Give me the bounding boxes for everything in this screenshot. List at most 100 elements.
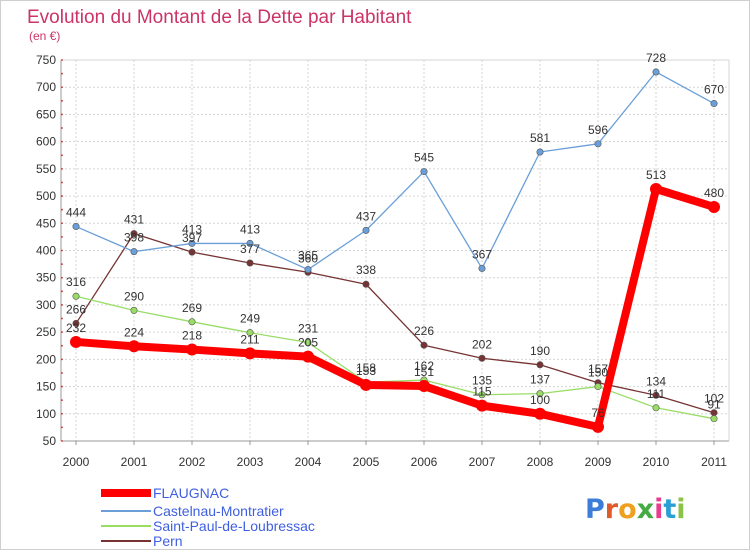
data-label: 162 [414, 359, 434, 373]
y-tick-label: 350 [36, 271, 56, 285]
legend: FLAUGNAC Castelnau-MontratierSaint-Paul-d… [101, 485, 315, 549]
data-label: 266 [66, 302, 86, 316]
y-minor-tick [61, 181, 63, 184]
data-label: 102 [704, 392, 724, 406]
grid-lines [61, 59, 729, 442]
data-label: 437 [356, 209, 376, 223]
data-point [72, 319, 80, 327]
data-point [534, 407, 546, 420]
data-label: 135 [472, 374, 492, 388]
legend-entry: Saint-Paul-de-Loubressac [153, 518, 315, 534]
y-minor-tick [61, 154, 63, 157]
data-label: 728 [646, 51, 666, 65]
y-tick-label: 750 [36, 53, 56, 67]
data-point [478, 391, 486, 399]
x-tick-label: 2005 [353, 455, 380, 469]
proxiti-logo: Proxiti [585, 494, 686, 525]
data-label: 581 [530, 131, 550, 145]
y-minor-tick [61, 372, 63, 374]
data-point [652, 404, 660, 412]
y-tick-label: 100 [36, 407, 56, 421]
x-tick-label: 2003 [237, 455, 264, 469]
y-tick-label: 550 [36, 162, 56, 176]
data-point [536, 390, 544, 398]
data-label: 480 [704, 186, 724, 200]
data-label: 211 [240, 332, 259, 346]
data-label: 377 [240, 242, 260, 256]
y-minor-tick [61, 99, 63, 102]
y-minor-tick [61, 426, 63, 429]
x-tick-label: 2002 [179, 455, 206, 469]
y-tick-label: 700 [36, 80, 56, 94]
y-minor-tick [61, 86, 63, 89]
y-minor-tick [61, 290, 63, 293]
data-label: 413 [182, 222, 202, 236]
logo-letter: i [654, 494, 663, 525]
y-minor-tick [61, 208, 63, 211]
data-label: 115 [472, 385, 491, 399]
data-point [418, 380, 430, 393]
logo-letter: t [663, 494, 676, 525]
legend-entry: Castelnau-Montratier [153, 503, 284, 519]
y-minor-tick [61, 222, 63, 225]
data-point [478, 354, 486, 362]
data-label: 158 [356, 361, 376, 375]
data-point [536, 361, 544, 369]
x-tick-label: 2000 [63, 455, 90, 469]
data-point [70, 335, 82, 348]
y-minor-tick [61, 72, 63, 75]
data-point [710, 100, 718, 108]
data-label: 111 [647, 387, 666, 401]
data-label: 202 [472, 337, 492, 351]
data-label: 338 [356, 263, 376, 277]
data-point [244, 347, 256, 360]
x-tick-label: 2011 [701, 455, 727, 469]
data-label: 91 [707, 398, 721, 412]
data-label: 444 [66, 206, 86, 220]
data-point [72, 292, 80, 300]
y-minor-tick [61, 304, 63, 306]
chart-subtitle: (en €) [29, 29, 60, 43]
y-tick-label: 50 [43, 434, 57, 448]
data-point [188, 248, 196, 256]
y-minor-tick [61, 263, 63, 266]
logo-letter: i [676, 494, 685, 525]
data-point [420, 341, 428, 349]
data-point [710, 415, 718, 423]
data-point [592, 420, 604, 433]
x-tick-label: 2007 [469, 455, 496, 469]
x-tick-label: 2009 [585, 455, 612, 469]
data-point [130, 248, 138, 256]
y-minor-tick [61, 195, 63, 197]
y-minor-tick [61, 113, 63, 116]
data-label: 596 [588, 123, 608, 137]
data-point [72, 223, 80, 231]
y-tick-label: 250 [36, 325, 56, 339]
chart-title: Evolution du Montant de la Dette par Hab… [27, 7, 412, 28]
series-line-0 [72, 184, 718, 431]
data-point [476, 399, 488, 412]
data-label: 153 [356, 364, 376, 378]
data-label: 231 [298, 321, 318, 335]
data-label: 545 [414, 151, 434, 165]
data-label: 190 [530, 344, 550, 358]
y-minor-tick [61, 331, 63, 334]
data-point [594, 140, 602, 148]
data-point [478, 264, 486, 272]
data-point [246, 239, 254, 247]
y-minor-tick [61, 358, 63, 361]
y-tick-label: 500 [36, 189, 56, 203]
data-label: 513 [646, 168, 666, 182]
data-point [130, 306, 138, 314]
y-minor-tick [61, 276, 63, 279]
data-label: 398 [124, 231, 144, 245]
y-minor-tick [61, 167, 63, 170]
y-tick-label: 450 [36, 216, 56, 230]
y-tick-label: 150 [36, 380, 56, 394]
series-line-1 [75, 71, 715, 271]
data-label: 76 [591, 406, 605, 420]
y-minor-tick [61, 344, 63, 347]
data-label: 137 [530, 373, 550, 387]
data-point [650, 182, 662, 195]
data-point [246, 259, 254, 267]
